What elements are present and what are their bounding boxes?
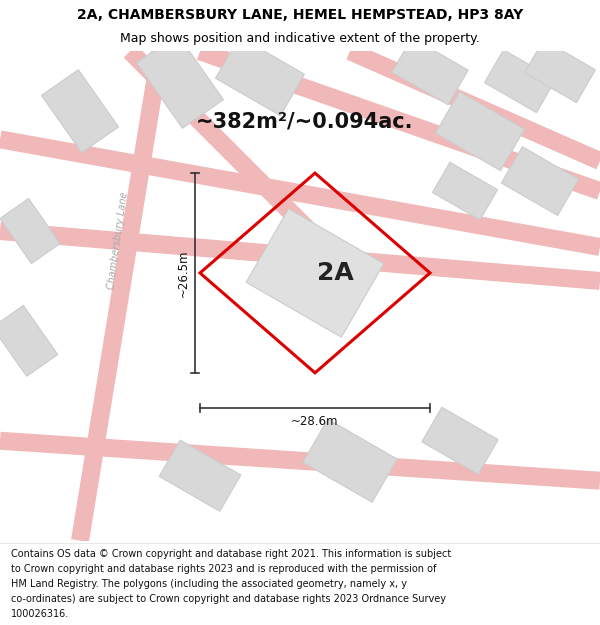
Polygon shape — [0, 199, 60, 264]
Text: 100026316.: 100026316. — [11, 609, 69, 619]
Polygon shape — [433, 162, 497, 220]
Text: ~382m²/~0.094ac.: ~382m²/~0.094ac. — [196, 111, 414, 131]
Text: 2A, CHAMBERSBURY LANE, HEMEL HEMPSTEAD, HP3 8AY: 2A, CHAMBERSBURY LANE, HEMEL HEMPSTEAD, … — [77, 8, 523, 22]
Polygon shape — [0, 131, 600, 256]
Polygon shape — [0, 432, 600, 489]
Polygon shape — [422, 408, 498, 474]
Polygon shape — [71, 50, 169, 542]
Text: ~28.6m: ~28.6m — [291, 415, 339, 428]
Polygon shape — [392, 38, 468, 105]
Polygon shape — [0, 306, 58, 376]
Text: Contains OS data © Crown copyright and database right 2021. This information is : Contains OS data © Crown copyright and d… — [11, 549, 451, 559]
Text: Chambersbury Lane: Chambersbury Lane — [106, 191, 130, 291]
Polygon shape — [197, 42, 600, 199]
Text: 2A: 2A — [317, 261, 353, 285]
Text: Map shows position and indicative extent of the property.: Map shows position and indicative extent… — [120, 32, 480, 45]
Text: co-ordinates) are subject to Crown copyright and database rights 2023 Ordnance S: co-ordinates) are subject to Crown copyr… — [11, 594, 446, 604]
Polygon shape — [41, 69, 119, 152]
Polygon shape — [246, 209, 384, 338]
Polygon shape — [346, 43, 600, 169]
Polygon shape — [303, 419, 397, 502]
Polygon shape — [502, 147, 578, 216]
Text: ~26.5m: ~26.5m — [176, 249, 190, 297]
Text: to Crown copyright and database rights 2023 and is reproduced with the permissio: to Crown copyright and database rights 2… — [11, 564, 436, 574]
Polygon shape — [137, 34, 223, 128]
Polygon shape — [159, 440, 241, 511]
Polygon shape — [524, 40, 595, 102]
Polygon shape — [215, 37, 304, 116]
Polygon shape — [124, 45, 356, 278]
Polygon shape — [0, 222, 600, 290]
Polygon shape — [436, 92, 524, 171]
Text: HM Land Registry. The polygons (including the associated geometry, namely x, y: HM Land Registry. The polygons (includin… — [11, 579, 407, 589]
Polygon shape — [485, 50, 556, 112]
